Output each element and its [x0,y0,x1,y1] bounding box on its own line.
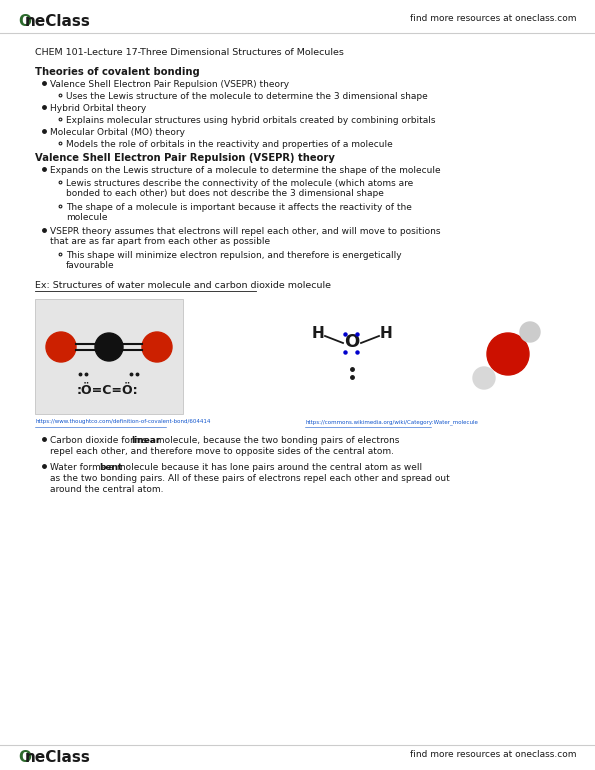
Text: neClass: neClass [25,750,91,765]
Text: repel each other, and therefore move to opposite sides of the central atom.: repel each other, and therefore move to … [50,447,394,456]
Text: The shape of a molecule is important because it affects the reactivity of the
mo: The shape of a molecule is important bec… [66,203,412,223]
Text: VSEPR theory assumes that electrons will repel each other, and will move to posi: VSEPR theory assumes that electrons will… [50,227,440,246]
Ellipse shape [520,322,540,342]
Text: neClass: neClass [25,14,91,29]
Text: This shape will minimize electron repulsion, and therefore is energetically
favo: This shape will minimize electron repuls… [66,251,402,270]
Text: Hybrid Orbital theory: Hybrid Orbital theory [50,104,146,113]
Text: molecule because it has lone pairs around the central atom as well: molecule because it has lone pairs aroun… [114,463,422,472]
Text: bent: bent [99,463,123,472]
Text: find more resources at oneclass.com: find more resources at oneclass.com [411,14,577,23]
Text: around the central atom.: around the central atom. [50,485,164,494]
Text: Water forms a: Water forms a [50,463,117,472]
Text: Valence Shell Electron Pair Repulsion (VSEPR) theory: Valence Shell Electron Pair Repulsion (V… [35,153,335,163]
Text: Valence Shell Electron Pair Repulsion (VSEPR) theory: Valence Shell Electron Pair Repulsion (V… [50,80,289,89]
Ellipse shape [142,332,172,362]
Text: O: O [18,750,31,765]
Text: https://commons.wikimedia.org/wiki/Category:Water_molecule: https://commons.wikimedia.org/wiki/Categ… [305,419,478,425]
Text: molecule, because the two bonding pairs of electrons: molecule, because the two bonding pairs … [154,436,400,445]
Text: Carbon dioxide forms a: Carbon dioxide forms a [50,436,158,445]
Text: :Ö=C=Ö:: :Ö=C=Ö: [77,384,139,397]
Ellipse shape [46,332,76,362]
Ellipse shape [487,333,529,375]
Text: linear: linear [131,436,161,445]
Text: Molecular Orbital (MO) theory: Molecular Orbital (MO) theory [50,128,185,137]
Text: Theories of covalent bonding: Theories of covalent bonding [35,67,200,77]
Text: Models the role of orbitals in the reactivity and properties of a molecule: Models the role of orbitals in the react… [66,140,393,149]
Text: https://www.thoughtco.com/definition-of-covalent-bond/604414: https://www.thoughtco.com/definition-of-… [35,419,211,424]
FancyBboxPatch shape [35,299,183,414]
Text: O: O [345,333,359,351]
Text: H: H [380,326,392,340]
Text: H: H [312,326,324,340]
Text: find more resources at oneclass.com: find more resources at oneclass.com [411,750,577,759]
Text: O: O [18,14,31,29]
Text: Expands on the Lewis structure of a molecule to determine the shape of the molec: Expands on the Lewis structure of a mole… [50,166,441,175]
Ellipse shape [473,367,495,389]
Text: as the two bonding pairs. All of these pairs of electrons repel each other and s: as the two bonding pairs. All of these p… [50,474,450,483]
Text: Explains molecular structures using hybrid orbitals created by combining orbital: Explains molecular structures using hybr… [66,116,436,125]
Text: Lewis structures describe the connectivity of the molecule (which atoms are
bond: Lewis structures describe the connectivi… [66,179,414,199]
Text: Uses the Lewis structure of the molecule to determine the 3 dimensional shape: Uses the Lewis structure of the molecule… [66,92,428,101]
Text: CHEM 101-Lecture 17-Three Dimensional Structures of Molecules: CHEM 101-Lecture 17-Three Dimensional St… [35,48,344,57]
Text: Ex: Structures of water molecule and carbon dioxide molecule: Ex: Structures of water molecule and car… [35,281,331,290]
Circle shape [95,333,123,361]
